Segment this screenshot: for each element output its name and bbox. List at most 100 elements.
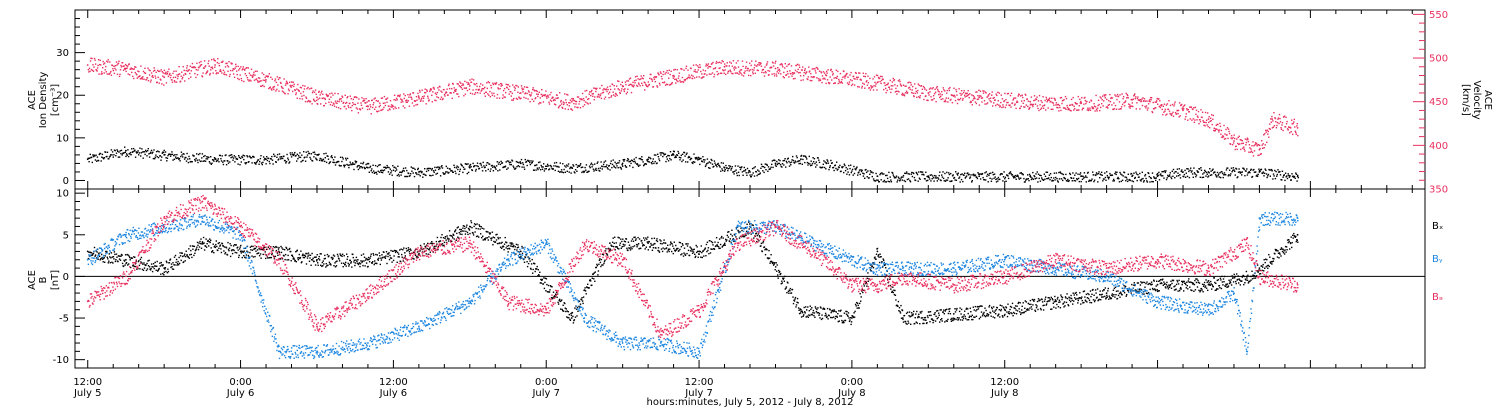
velocity-point [1165, 104, 1168, 106]
density-point [438, 168, 440, 171]
density-point [255, 163, 257, 165]
velocity-point [411, 102, 414, 104]
density-point [1040, 174, 1042, 177]
bx-point [345, 261, 347, 264]
density-point [139, 147, 141, 149]
velocity-point [759, 63, 762, 65]
velocity-point [1009, 94, 1012, 97]
density-point [204, 160, 207, 162]
velocity-point [1006, 93, 1009, 95]
velocity-point [1015, 101, 1018, 104]
velocity-point [399, 95, 401, 98]
density-point [1164, 171, 1166, 174]
velocity-point [1007, 101, 1009, 104]
velocity-point-anchor [570, 100, 573, 103]
velocity-point [648, 83, 650, 86]
velocity-point [1168, 100, 1170, 102]
velocity-point [459, 81, 461, 83]
bx-point [139, 268, 141, 270]
density-point [990, 172, 992, 174]
density-point [818, 161, 821, 164]
density-point [574, 169, 577, 171]
density-point [1295, 172, 1297, 174]
velocity-point [320, 92, 322, 94]
velocity-point [239, 74, 241, 76]
velocity-point [729, 61, 731, 63]
velocity-point [1088, 108, 1090, 111]
bx-point [195, 249, 197, 251]
velocity-point [1252, 155, 1255, 157]
density-point [1148, 172, 1150, 175]
bx-point [265, 254, 267, 256]
velocity-point [573, 102, 575, 105]
density-point [623, 158, 626, 161]
velocity-point [102, 67, 104, 69]
density-point [112, 156, 114, 158]
density-point [1046, 177, 1048, 180]
bx-point [114, 253, 116, 256]
bx-point [208, 245, 210, 247]
velocity-point [1184, 104, 1186, 106]
velocity-point [331, 104, 334, 106]
velocity-point [796, 63, 799, 66]
density-point [976, 177, 979, 180]
density-point [487, 168, 489, 171]
velocity-point [592, 93, 594, 95]
density-point [324, 160, 326, 163]
velocity-point [711, 62, 713, 65]
bx-point [335, 265, 338, 267]
velocity-point [961, 99, 964, 101]
density-point [525, 160, 528, 163]
density-point [510, 163, 512, 166]
density-point [841, 166, 844, 169]
density-point [1232, 169, 1234, 172]
velocity-point [438, 89, 440, 91]
velocity-point [1102, 105, 1104, 107]
velocity-point [458, 85, 460, 87]
velocity-point [908, 81, 910, 83]
velocity-point [1128, 106, 1130, 108]
velocity-point [528, 91, 530, 93]
density-point [106, 151, 109, 153]
velocity-point [174, 76, 177, 78]
velocity-point [671, 81, 673, 84]
density-point [903, 179, 905, 182]
density-point [1151, 172, 1154, 174]
velocity-point [513, 86, 515, 88]
velocity-point [498, 84, 500, 86]
velocity-point [1272, 126, 1275, 128]
density-point [1237, 176, 1239, 178]
velocity-point [1085, 102, 1087, 105]
density-point [536, 167, 539, 169]
density-point [468, 166, 470, 168]
bx-point [276, 252, 279, 254]
density-point [1200, 169, 1203, 171]
velocity-point [821, 81, 823, 84]
bx-point [119, 259, 122, 261]
density-point [952, 174, 954, 176]
velocity-point [1172, 111, 1174, 113]
density-point [670, 159, 672, 161]
velocity-point [384, 104, 387, 107]
bx-point [316, 254, 318, 256]
density-point [637, 165, 640, 167]
density-point [896, 181, 898, 183]
velocity-point [691, 77, 694, 80]
velocity-point [746, 69, 748, 72]
density-point [449, 168, 451, 170]
velocity-point [687, 76, 690, 78]
density-point [828, 168, 830, 171]
velocity-point [142, 70, 145, 73]
density-point [779, 164, 782, 166]
density-point [355, 160, 358, 163]
velocity-point [1055, 102, 1058, 104]
bx-point [301, 254, 304, 257]
bx-point [187, 256, 189, 258]
velocity-point [426, 89, 428, 91]
bx-point [217, 249, 219, 252]
top-right-ylabel-line-3: [km/s] [1460, 84, 1471, 116]
velocity-point [625, 93, 628, 95]
density-point [710, 158, 712, 161]
density-point [576, 170, 578, 172]
density-point [961, 173, 963, 175]
